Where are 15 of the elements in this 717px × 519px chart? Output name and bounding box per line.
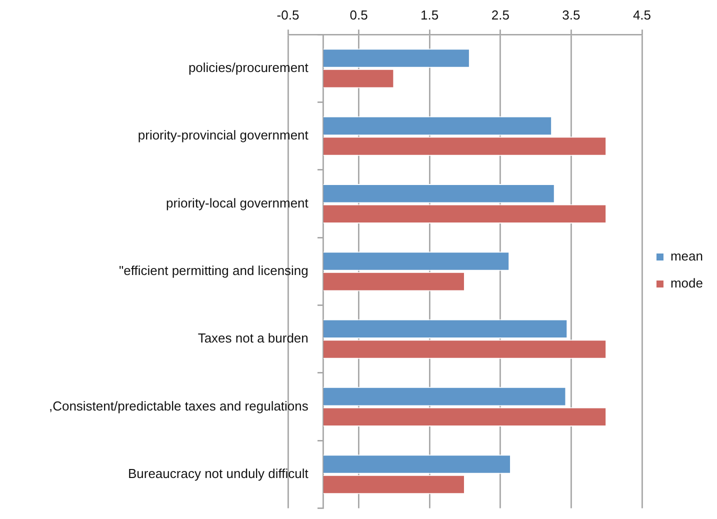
y-tick-label: policies/procurement [188, 60, 309, 76]
y-tick-label: priority-local government [166, 195, 309, 210]
y-tick-label: ,Consistent/predictable taxes and regulations [48, 398, 309, 414]
legend-label: mode [670, 276, 704, 291]
x-tick-label: -0.5 [276, 7, 300, 22]
y-tick-label: priority-provincial government [138, 128, 309, 143]
x-tick-label: 4.5 [632, 7, 652, 22]
legend-label: mean [670, 248, 704, 264]
y-tick-label: Bureaucracy not unduly difficult [128, 466, 309, 481]
y-tick-label: "efficient permitting and licensing [119, 262, 308, 278]
x-tick-label: 3.5 [562, 7, 580, 22]
x-tick-label: 0.5 [350, 7, 368, 22]
x-tick-label: 2.5 [491, 7, 510, 22]
x-tick-label: 1.5 [420, 7, 439, 22]
y-tick-label: Taxes not a burden [198, 330, 308, 346]
